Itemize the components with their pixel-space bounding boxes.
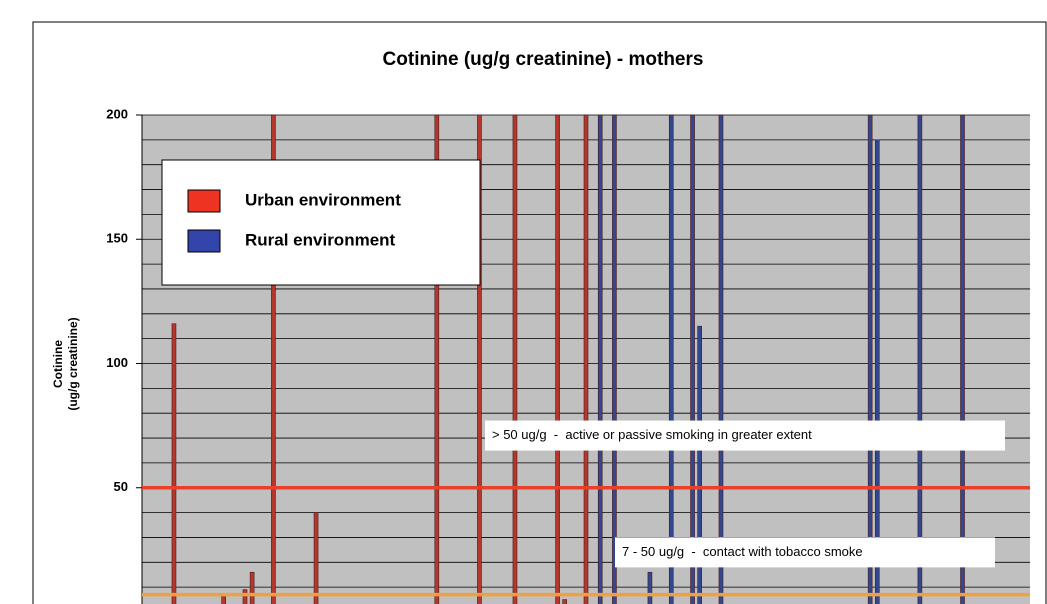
legend-swatch xyxy=(187,229,221,253)
bar xyxy=(917,114,923,604)
y-axis-label-line: (ug/g creatinine) xyxy=(66,317,80,410)
bar xyxy=(697,325,702,604)
annotation-text: > 50 ug/g - active or passive smoking in… xyxy=(492,427,812,442)
legend-label: Rural environment xyxy=(245,230,396,249)
y-tick-label: 200 xyxy=(106,106,128,121)
bar xyxy=(647,571,653,604)
bar xyxy=(242,589,248,604)
y-tick-label: 50 xyxy=(114,479,128,494)
bar xyxy=(690,114,695,604)
legend-box xyxy=(161,159,481,286)
bar xyxy=(597,114,603,604)
y-axis-label-line: Cotinine xyxy=(51,340,65,388)
legend-label: Urban environment xyxy=(245,190,401,209)
annotation-box xyxy=(615,537,995,568)
bar xyxy=(249,571,255,604)
legend-swatch xyxy=(187,189,221,213)
bar xyxy=(668,114,674,604)
bar xyxy=(960,114,965,604)
bar xyxy=(562,599,567,604)
bar xyxy=(867,114,873,604)
bar xyxy=(583,114,589,604)
bar xyxy=(271,114,276,604)
annotation-text: 7 - 50 ug/g - contact with tobacco smoke xyxy=(622,544,863,559)
annotation-box xyxy=(485,420,1005,451)
chart-title: Cotinine (ug/g creatinine) - mothers xyxy=(383,49,704,70)
bar xyxy=(512,114,518,604)
y-axis-label: Cotinine (ug/g creatinine) xyxy=(51,317,80,410)
y-tick-label: 150 xyxy=(106,231,128,246)
bar xyxy=(477,114,482,604)
bar xyxy=(434,114,440,604)
bar xyxy=(171,323,177,604)
bar xyxy=(313,512,319,604)
y-tick-label: 100 xyxy=(106,355,128,370)
bar xyxy=(612,114,617,604)
bar xyxy=(718,114,724,604)
bar xyxy=(555,114,560,604)
bar xyxy=(874,139,880,604)
overlay: 50 100 150 200 > 50 ug/g - active or passive… xyxy=(106,106,1030,604)
